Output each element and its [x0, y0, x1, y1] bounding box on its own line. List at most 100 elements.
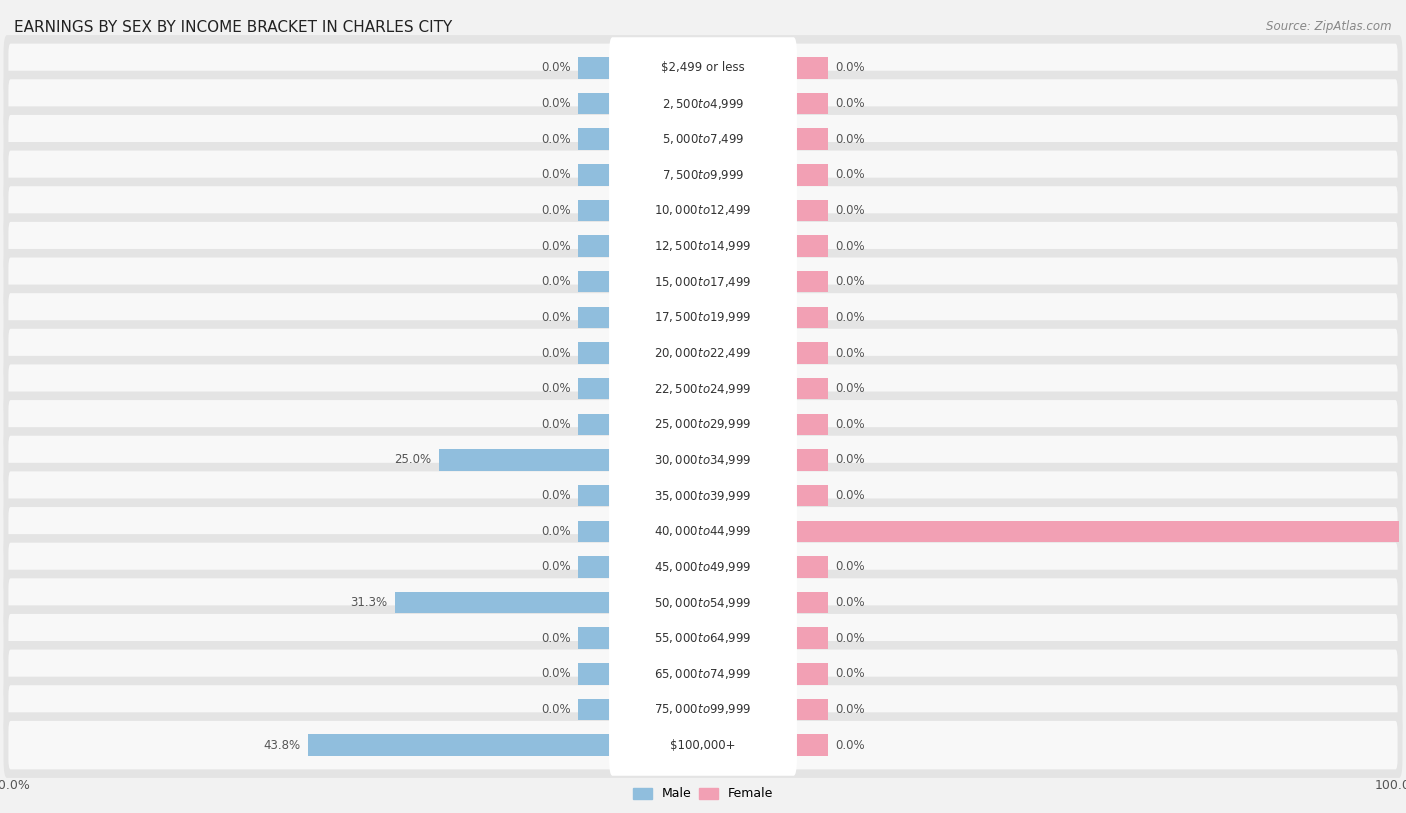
FancyBboxPatch shape — [8, 80, 1398, 128]
FancyBboxPatch shape — [8, 186, 1398, 235]
FancyBboxPatch shape — [4, 570, 1402, 635]
Text: 0.0%: 0.0% — [835, 667, 865, 680]
FancyBboxPatch shape — [8, 472, 1398, 520]
FancyBboxPatch shape — [8, 150, 1398, 199]
Bar — [578, 342, 613, 363]
Text: 0.0%: 0.0% — [835, 632, 865, 645]
Bar — [308, 734, 613, 756]
FancyBboxPatch shape — [4, 320, 1402, 386]
Text: $12,500 to $14,999: $12,500 to $14,999 — [654, 239, 752, 253]
FancyBboxPatch shape — [8, 542, 1398, 591]
FancyBboxPatch shape — [609, 465, 797, 526]
Text: $55,000 to $64,999: $55,000 to $64,999 — [654, 631, 752, 646]
Bar — [578, 628, 613, 649]
FancyBboxPatch shape — [609, 358, 797, 420]
FancyBboxPatch shape — [8, 44, 1398, 92]
FancyBboxPatch shape — [609, 73, 797, 134]
Bar — [578, 663, 613, 685]
Bar — [439, 450, 613, 471]
Text: $2,500 to $4,999: $2,500 to $4,999 — [662, 97, 744, 111]
Text: 0.0%: 0.0% — [541, 667, 571, 680]
FancyBboxPatch shape — [8, 650, 1398, 698]
FancyBboxPatch shape — [609, 393, 797, 455]
FancyBboxPatch shape — [609, 537, 797, 598]
FancyBboxPatch shape — [609, 37, 797, 98]
Text: $75,000 to $99,999: $75,000 to $99,999 — [654, 702, 752, 716]
Text: 0.0%: 0.0% — [835, 703, 865, 716]
Text: $50,000 to $54,999: $50,000 to $54,999 — [654, 596, 752, 610]
Text: 0.0%: 0.0% — [835, 97, 865, 110]
Text: $15,000 to $17,499: $15,000 to $17,499 — [654, 275, 752, 289]
FancyBboxPatch shape — [4, 71, 1402, 137]
Bar — [578, 128, 613, 150]
FancyBboxPatch shape — [8, 685, 1398, 733]
Text: 0.0%: 0.0% — [541, 489, 571, 502]
Text: 0.0%: 0.0% — [541, 133, 571, 146]
Bar — [793, 200, 828, 221]
Bar — [578, 556, 613, 577]
Text: $30,000 to $34,999: $30,000 to $34,999 — [654, 453, 752, 467]
FancyBboxPatch shape — [4, 178, 1402, 243]
FancyBboxPatch shape — [8, 222, 1398, 271]
Text: 0.0%: 0.0% — [835, 560, 865, 573]
FancyBboxPatch shape — [609, 144, 797, 206]
FancyBboxPatch shape — [609, 679, 797, 740]
Bar — [578, 57, 613, 79]
FancyBboxPatch shape — [8, 364, 1398, 413]
Bar — [793, 663, 828, 685]
Text: $20,000 to $22,499: $20,000 to $22,499 — [654, 346, 752, 360]
FancyBboxPatch shape — [8, 258, 1398, 306]
FancyBboxPatch shape — [4, 356, 1402, 421]
Text: $5,000 to $7,499: $5,000 to $7,499 — [662, 133, 744, 146]
FancyBboxPatch shape — [4, 641, 1402, 706]
FancyBboxPatch shape — [4, 35, 1402, 101]
FancyBboxPatch shape — [4, 392, 1402, 457]
Text: 43.8%: 43.8% — [263, 739, 301, 751]
FancyBboxPatch shape — [4, 142, 1402, 207]
Text: 0.0%: 0.0% — [541, 632, 571, 645]
Text: 0.0%: 0.0% — [541, 240, 571, 253]
Bar — [578, 200, 613, 221]
Bar — [793, 271, 828, 293]
Bar — [578, 699, 613, 720]
Text: 0.0%: 0.0% — [541, 418, 571, 431]
Bar — [578, 93, 613, 114]
Text: $10,000 to $12,499: $10,000 to $12,499 — [654, 203, 752, 217]
Text: $17,500 to $19,999: $17,500 to $19,999 — [654, 311, 752, 324]
Text: $100,000+: $100,000+ — [671, 739, 735, 751]
Bar — [793, 556, 828, 577]
Bar — [793, 699, 828, 720]
Bar — [578, 271, 613, 293]
Text: 0.0%: 0.0% — [541, 168, 571, 181]
Bar — [578, 378, 613, 399]
FancyBboxPatch shape — [8, 578, 1398, 627]
FancyBboxPatch shape — [4, 107, 1402, 172]
FancyBboxPatch shape — [609, 251, 797, 312]
Text: Source: ZipAtlas.com: Source: ZipAtlas.com — [1267, 20, 1392, 33]
FancyBboxPatch shape — [8, 293, 1398, 341]
FancyBboxPatch shape — [8, 115, 1398, 163]
Text: 0.0%: 0.0% — [835, 276, 865, 289]
Text: 0.0%: 0.0% — [541, 524, 571, 537]
Text: 0.0%: 0.0% — [541, 560, 571, 573]
Text: $40,000 to $44,999: $40,000 to $44,999 — [654, 524, 752, 538]
FancyBboxPatch shape — [4, 534, 1402, 600]
Text: 0.0%: 0.0% — [835, 62, 865, 74]
Bar — [793, 342, 828, 363]
FancyBboxPatch shape — [8, 400, 1398, 449]
Text: 0.0%: 0.0% — [541, 346, 571, 359]
FancyBboxPatch shape — [4, 285, 1402, 350]
Text: 0.0%: 0.0% — [835, 382, 865, 395]
Bar — [793, 628, 828, 649]
FancyBboxPatch shape — [609, 429, 797, 490]
FancyBboxPatch shape — [4, 606, 1402, 671]
FancyBboxPatch shape — [8, 436, 1398, 485]
Text: 0.0%: 0.0% — [835, 311, 865, 324]
Text: 0.0%: 0.0% — [835, 168, 865, 181]
Bar — [578, 414, 613, 435]
Bar — [793, 57, 828, 79]
Legend: Male, Female: Male, Female — [628, 782, 778, 806]
Bar — [793, 485, 828, 506]
FancyBboxPatch shape — [4, 463, 1402, 528]
Text: 0.0%: 0.0% — [835, 418, 865, 431]
